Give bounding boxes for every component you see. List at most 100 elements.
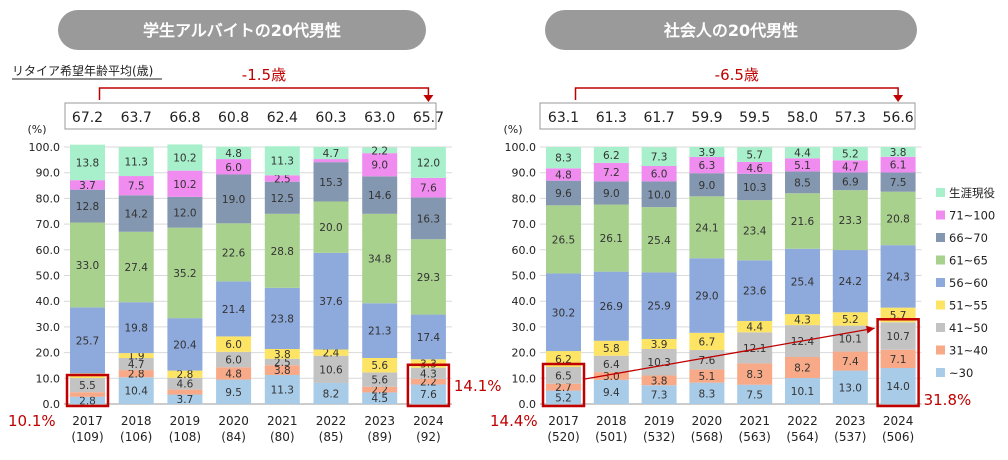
highlight-label-2024: 14.1% — [454, 377, 502, 395]
legend-swatch — [936, 345, 945, 355]
bar-segment — [641, 375, 677, 386]
data-label: 23.8 — [271, 313, 294, 325]
x-tick-label: 2019 — [170, 414, 201, 428]
x-tick-label: 2019 — [644, 414, 675, 428]
bar-segment — [785, 314, 820, 326]
avg-age-value: 57.3 — [835, 110, 866, 126]
change-bracket — [98, 87, 430, 100]
legend-label: 生涯現役 — [949, 186, 995, 200]
data-label: 13.0 — [839, 382, 862, 394]
bar-segment — [70, 189, 105, 223]
data-label: 29.0 — [695, 291, 718, 303]
data-label: 21.4 — [222, 304, 246, 316]
data-label: 5.2 — [842, 149, 859, 161]
data-label: 7.5 — [890, 177, 907, 189]
bar-segment — [216, 351, 252, 368]
bar-segment — [313, 382, 349, 404]
bar-segment — [546, 383, 581, 391]
data-label: 7.1 — [890, 354, 907, 366]
data-label: 37.6 — [319, 296, 343, 308]
change-label: -1.5歳 — [242, 66, 286, 84]
data-label: 24.3 — [886, 271, 909, 283]
legend-swatch — [936, 300, 945, 310]
chart-subtitle: リタイア希望年齢平均(歳) — [12, 63, 153, 78]
y-tick-label: 90.0 — [512, 167, 537, 180]
data-label: 2.5 — [274, 173, 291, 185]
bar-segment — [70, 307, 105, 374]
data-label: 2.4 — [323, 348, 340, 360]
y-tick-label: 40.0 — [512, 295, 537, 308]
trend-arrowhead — [866, 325, 875, 334]
bar-segment — [410, 197, 446, 240]
data-label: 5.2 — [555, 392, 572, 404]
chart-title-pill — [58, 10, 426, 50]
data-label: 8.2 — [794, 363, 811, 375]
data-label: 8.5 — [794, 177, 811, 189]
data-label: 17.4 — [417, 332, 441, 344]
bar-segment — [118, 302, 154, 354]
avg-age-value: 59.9 — [691, 110, 722, 126]
x-tick-label: 2024 — [883, 414, 914, 428]
bar-segment — [264, 175, 300, 182]
bar-segment — [70, 144, 105, 181]
x-tick-label: 2024 — [413, 414, 444, 428]
y-tick-label: 100.0 — [29, 141, 61, 154]
bar-segment — [167, 394, 203, 404]
bar-segment — [641, 349, 677, 376]
data-label: 23.6 — [743, 286, 767, 298]
bar-segment — [832, 250, 868, 313]
bar-segment — [785, 248, 820, 315]
y-tick-label: 60.0 — [512, 244, 537, 257]
data-label: 11.3 — [125, 157, 148, 169]
data-label: 5.6 — [371, 375, 388, 387]
bar-segment — [737, 173, 773, 201]
data-label: 1.9 — [128, 351, 145, 363]
bar-segment — [641, 385, 677, 404]
data-label: 2.8 — [128, 369, 145, 381]
data-label: 6.5 — [555, 370, 572, 382]
data-label: 27.4 — [125, 262, 149, 274]
data-label: 4.3 — [794, 315, 811, 327]
data-label: 6.1 — [890, 160, 907, 172]
sample-size-label: (563) — [739, 430, 771, 444]
data-label: 4.6 — [177, 379, 194, 391]
bar-segment — [410, 367, 446, 379]
bar-segment — [689, 173, 725, 197]
data-label: 6.9 — [842, 176, 859, 188]
avg-age-value: 66.8 — [169, 110, 200, 126]
legend-label: 51~55 — [949, 299, 988, 313]
legend-swatch — [936, 278, 945, 287]
data-label: 15.3 — [319, 177, 342, 189]
data-label: 13.8 — [76, 157, 99, 169]
bar-segment — [167, 318, 203, 371]
data-label: 12.0 — [173, 207, 196, 219]
bar-segment — [216, 146, 252, 160]
data-label: 25.4 — [647, 235, 671, 247]
bar-segment — [410, 177, 446, 198]
bar-segment — [70, 222, 105, 308]
bar-segment — [362, 357, 398, 373]
bar-segment — [689, 369, 725, 383]
bar-segment — [641, 272, 677, 339]
data-label: 2.2 — [371, 385, 388, 397]
highlight-box — [65, 373, 110, 408]
data-label: 12.4 — [791, 336, 815, 348]
bar-segment — [689, 157, 725, 174]
change-arrowhead — [423, 95, 434, 102]
bar-segment — [167, 377, 203, 390]
sample-size-label: (85) — [319, 430, 344, 444]
highlight-label-2017: 10.1% — [8, 412, 56, 430]
data-label: 7.6 — [420, 183, 437, 195]
bar-segment — [593, 355, 629, 373]
trend-arrow-line — [584, 327, 875, 380]
bar-segment — [593, 162, 629, 182]
y-tick-label: 0.0 — [519, 398, 537, 411]
data-label: 10.4 — [125, 386, 149, 398]
y-tick-label: 90.0 — [36, 167, 61, 180]
legend-swatch — [936, 368, 945, 377]
data-label: 8.3 — [555, 153, 572, 165]
avg-age-value: 60.8 — [218, 110, 249, 126]
bar-segment — [880, 191, 916, 246]
y-tick-label: 80.0 — [36, 192, 61, 205]
data-label: 12.8 — [76, 201, 99, 213]
